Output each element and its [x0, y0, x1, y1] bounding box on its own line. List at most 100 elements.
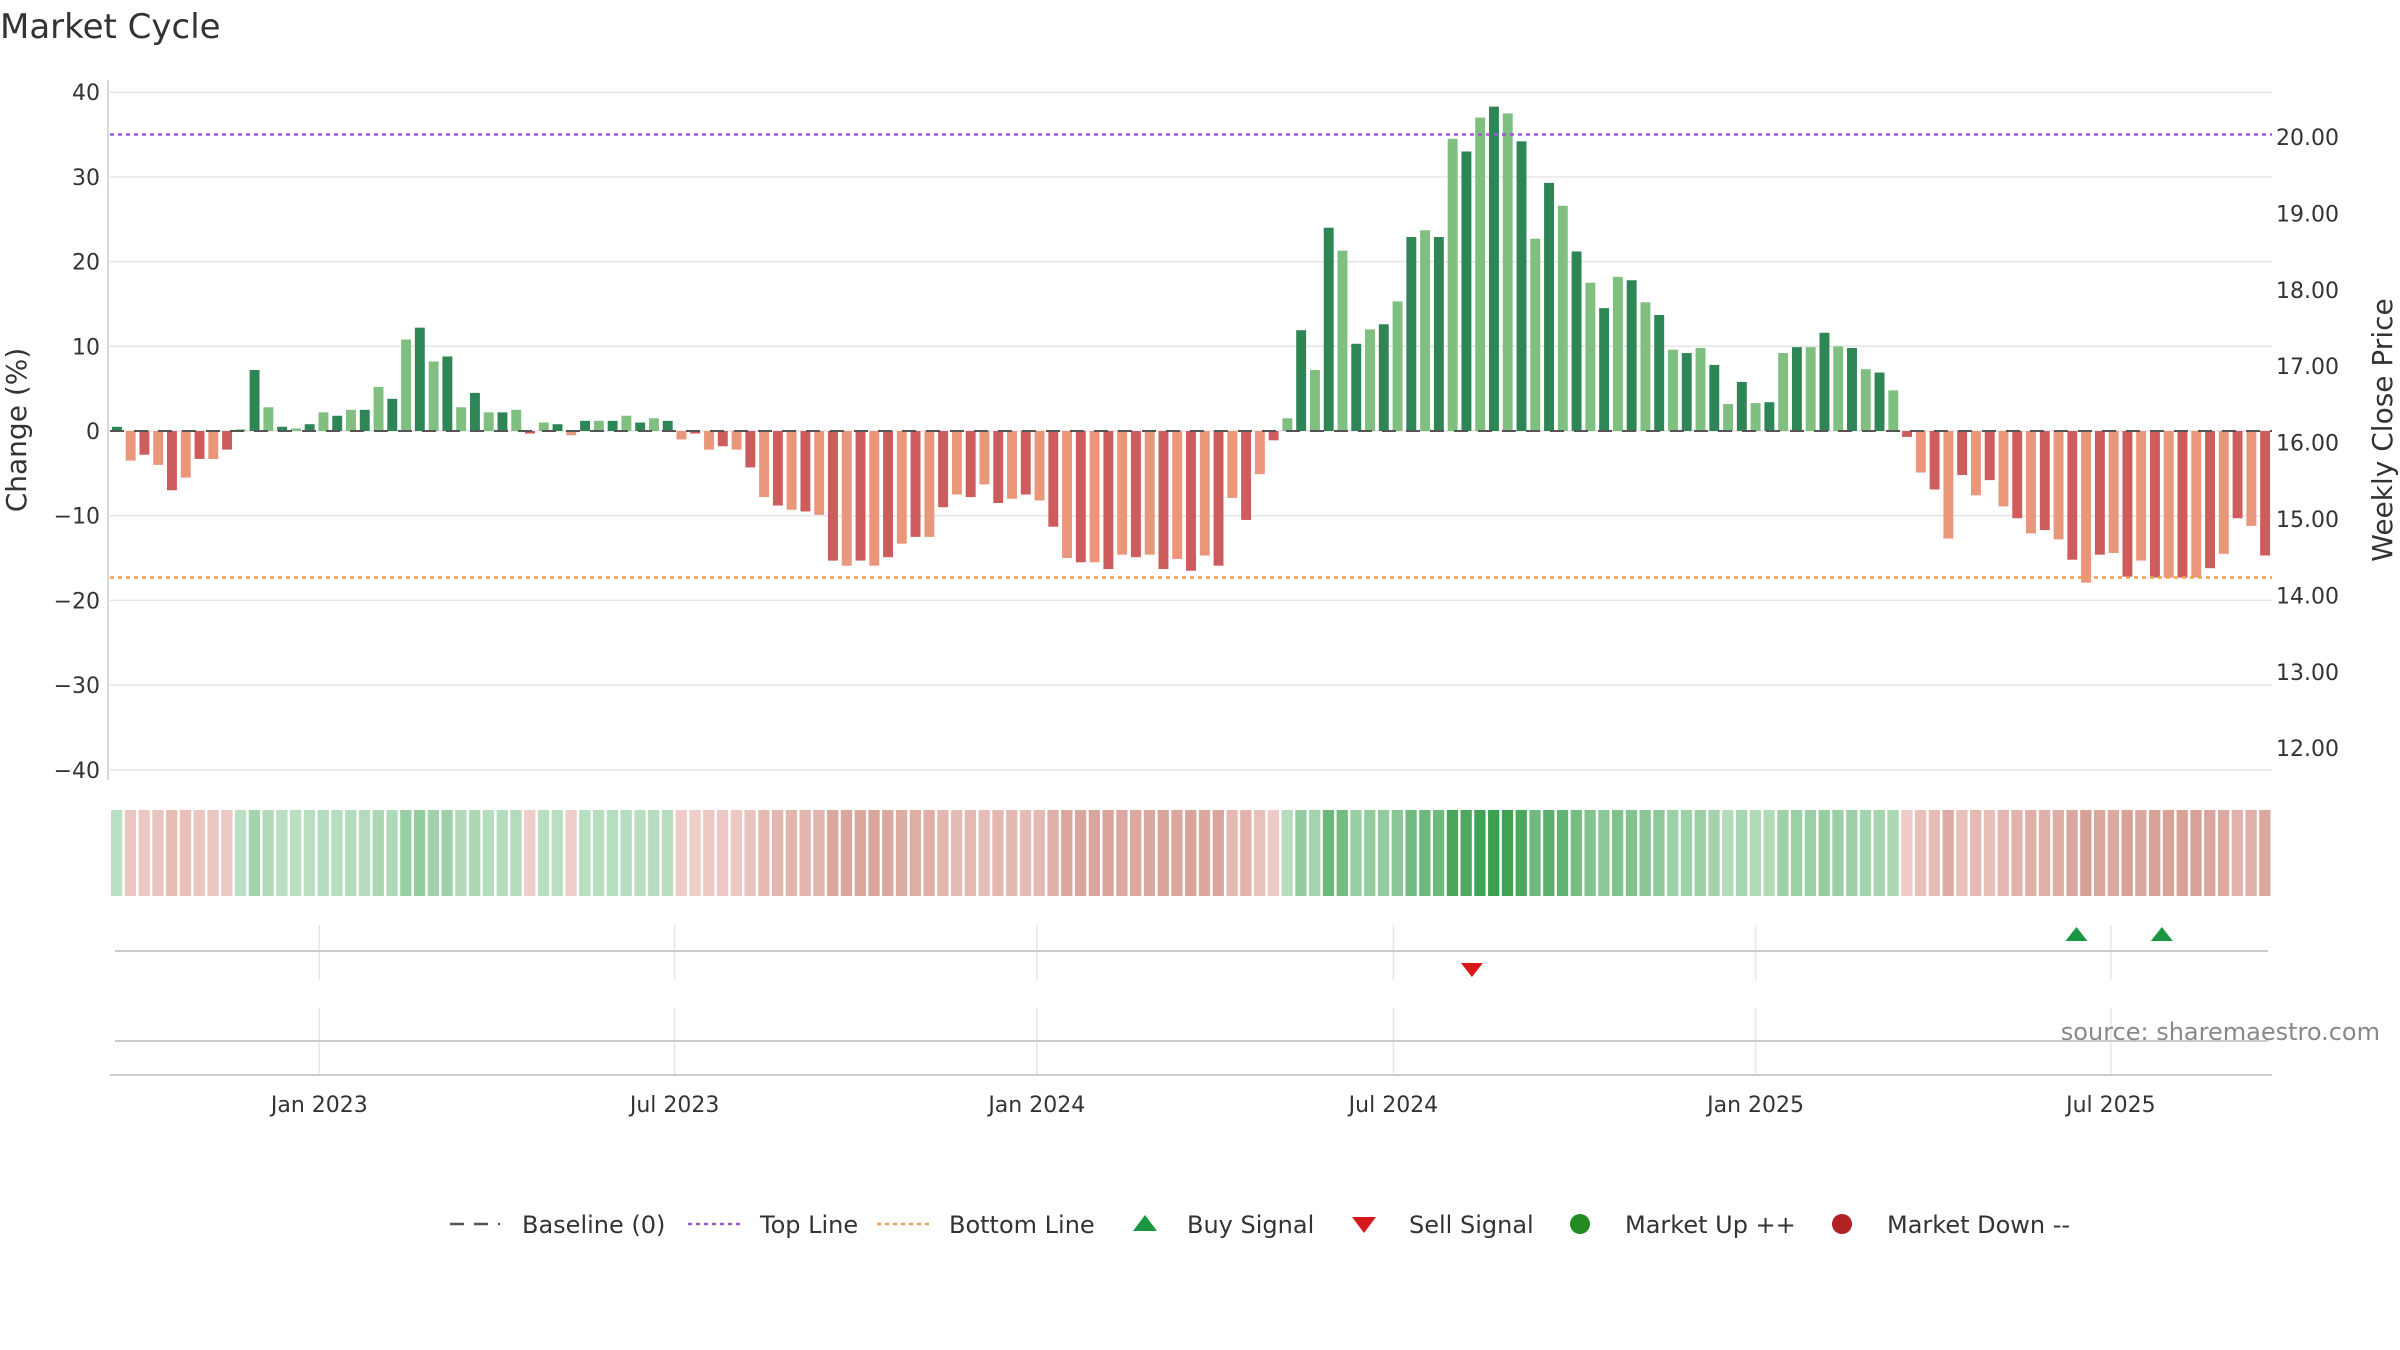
bar [1392, 301, 1403, 431]
heat-cell [1488, 810, 1500, 896]
bar [1447, 138, 1458, 431]
bar [745, 431, 756, 468]
heat-cell [427, 810, 439, 896]
heat-cell [620, 810, 632, 896]
bar [2081, 431, 2092, 583]
heat-cell [2245, 810, 2257, 896]
heat-cell [1832, 810, 1844, 896]
heat-cell [579, 810, 591, 896]
bar [580, 420, 591, 431]
buy-signal-marker [2150, 927, 2173, 941]
heat-cell [1639, 810, 1651, 896]
bar [1957, 431, 1968, 476]
legend-item: Baseline (0) [450, 1211, 665, 1239]
heat-cell [1970, 810, 1982, 896]
bar [1213, 431, 1224, 566]
heat-cell [1818, 810, 1830, 896]
heat-cell [496, 810, 508, 896]
heat-cell [524, 810, 536, 896]
heat-cell [771, 810, 784, 896]
bar [263, 407, 274, 431]
bar [1668, 349, 1678, 431]
heat-cell [813, 810, 825, 896]
sell-signal-marker [1460, 963, 1483, 977]
legend-item: Bottom Line [877, 1211, 1095, 1239]
bar [800, 431, 811, 512]
heat-cell [703, 810, 715, 896]
bar [924, 431, 935, 537]
bar [2094, 431, 2105, 555]
bar [828, 431, 838, 561]
bar [1433, 237, 1444, 431]
bar [2260, 431, 2271, 556]
bar [1874, 372, 1885, 431]
y2-tick-label: 18.00 [2276, 279, 2339, 304]
bar [318, 412, 329, 431]
bar [1791, 347, 1802, 431]
heat-cell [1336, 810, 1348, 896]
bar [1488, 106, 1499, 431]
bar [1034, 431, 1045, 501]
heat-cell [1570, 810, 1582, 896]
bar [910, 431, 921, 537]
heat-cell [661, 810, 674, 896]
x-tick-label: Jul 2023 [628, 1093, 720, 1118]
bar [759, 431, 770, 498]
bar [1943, 431, 1954, 539]
y-tick-label: 10 [72, 335, 100, 360]
bar [1117, 431, 1128, 555]
heat-cell [221, 810, 233, 896]
y2-axis-title: Weekly Close Price [2366, 298, 2399, 561]
bar [442, 356, 453, 431]
heat-cell [840, 810, 853, 896]
y-axis-title: Change (%) [0, 348, 33, 513]
bar [690, 431, 701, 434]
y2-tick-label: 14.00 [2276, 584, 2339, 609]
heat-cell [1901, 810, 1913, 896]
bar [456, 407, 467, 431]
heat-cell [2162, 810, 2175, 896]
heat-cell [1295, 810, 1307, 896]
heat-cell [1501, 810, 1514, 896]
heat-cell [1529, 810, 1541, 896]
heat-cell [1102, 810, 1114, 896]
bar [1888, 390, 1899, 431]
heat-cell [2135, 810, 2147, 896]
legend-label: Bottom Line [949, 1211, 1095, 1239]
bar-series [111, 106, 2271, 583]
heat-cell [1598, 810, 1610, 896]
heat-cell [358, 810, 371, 896]
bar [249, 370, 260, 431]
bar [1805, 347, 1816, 431]
heat-cell [1942, 810, 1954, 896]
heat-cell [2038, 810, 2051, 896]
bar [1654, 314, 1665, 431]
heat-cell [964, 810, 977, 896]
heat-cell [469, 810, 481, 896]
heat-cell [537, 810, 550, 896]
bar [1296, 330, 1307, 431]
heat-cell [1956, 810, 1968, 896]
x-tick-label: Jul 2024 [1347, 1093, 1439, 1118]
legend-label: Baseline (0) [522, 1211, 665, 1239]
heat-cell [1061, 810, 1073, 896]
bar [1626, 280, 1637, 431]
bar [2136, 431, 2147, 561]
heat-cell [2259, 810, 2271, 896]
heat-cell [1708, 810, 1720, 896]
bar [979, 431, 990, 485]
bar [1186, 431, 1196, 571]
bar [1254, 431, 1265, 475]
bar [1723, 403, 1734, 431]
bar [1585, 282, 1596, 431]
heat-cell [689, 810, 701, 896]
x-tick-label: Jan 2025 [1705, 1093, 1804, 1118]
bar [2053, 431, 2064, 540]
bar [428, 361, 439, 431]
heat-cell [1873, 810, 1885, 896]
heat-cell [1088, 810, 1100, 896]
heat-cell [2011, 810, 2023, 896]
heat-cell [1253, 810, 1266, 896]
heat-cell [565, 810, 577, 896]
heat-cell [1047, 810, 1059, 896]
